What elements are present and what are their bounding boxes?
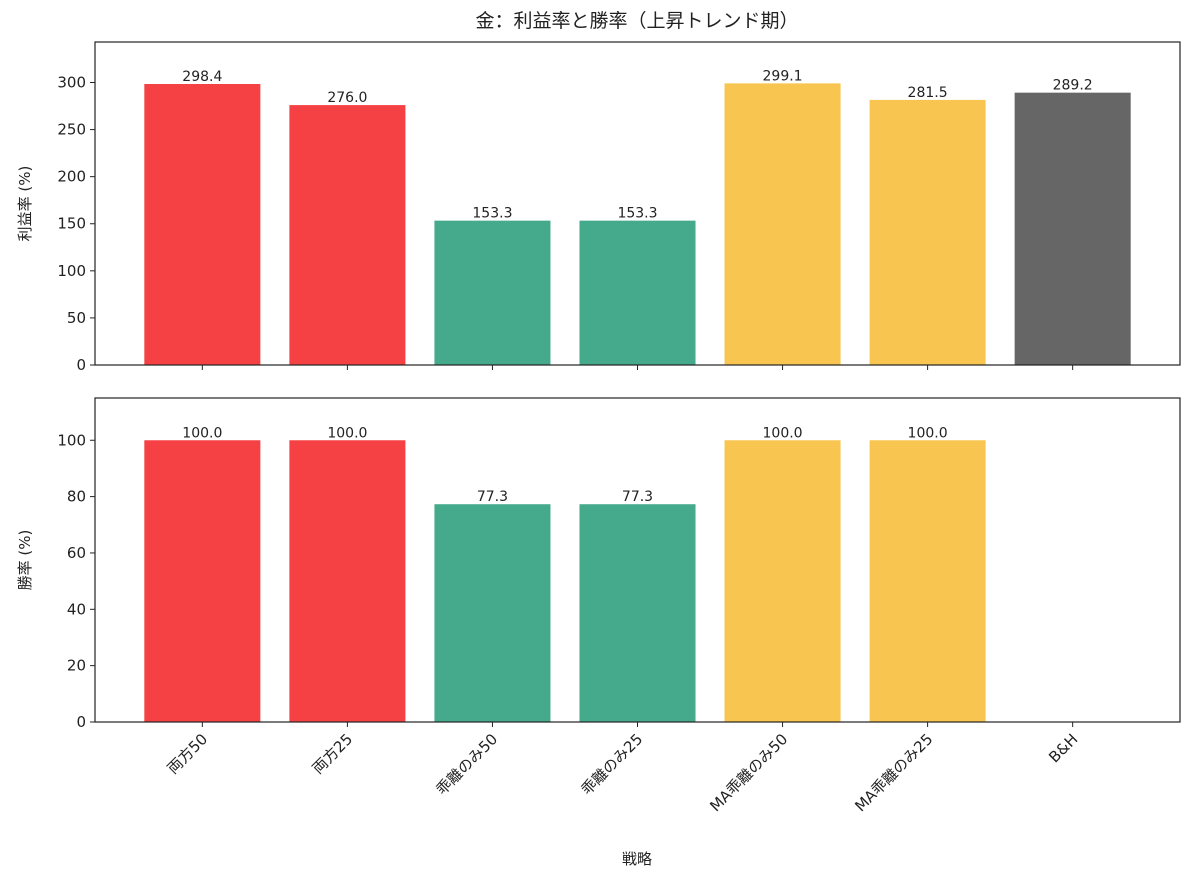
data-label-profit-5: 281.5 <box>908 85 948 101</box>
bar-winrate-1 <box>289 440 406 722</box>
y-tick-label-winrate: 0 <box>76 713 86 731</box>
data-label-profit-6: 289.2 <box>1053 78 1093 94</box>
y-tick-label-profit: 150 <box>57 215 86 233</box>
bar-profit-5 <box>869 99 986 365</box>
data-label-winrate-0: 100.0 <box>182 425 222 441</box>
x-axis-label: 戦略 <box>622 850 652 868</box>
x-tick-label-5: MA乖離のみ25 <box>851 730 936 815</box>
x-tick-label-6: B&H <box>1045 730 1081 766</box>
bar-profit-4 <box>724 83 841 365</box>
y-tick-label-winrate: 100 <box>57 431 86 449</box>
y-tick-label-winrate: 60 <box>67 544 86 562</box>
data-label-winrate-3: 77.3 <box>622 489 653 505</box>
data-label-profit-4: 299.1 <box>763 68 803 84</box>
data-label-profit-1: 276.0 <box>327 90 367 106</box>
data-label-winrate-4: 100.0 <box>763 425 803 441</box>
x-tick-label-3: 乖離のみ25 <box>578 730 647 799</box>
bar-winrate-5 <box>869 440 986 722</box>
x-tick-label-0: 両方50 <box>164 730 211 777</box>
bar-winrate-4 <box>724 440 841 722</box>
data-label-winrate-5: 100.0 <box>908 425 948 441</box>
y-tick-label-profit: 300 <box>57 73 86 91</box>
bar-profit-2 <box>434 220 551 365</box>
data-label-profit-3: 153.3 <box>617 206 657 222</box>
x-tick-label-1: 両方25 <box>309 730 356 777</box>
chart-title: 金：利益率と勝率（上昇トレンド期） <box>475 10 798 32</box>
bar-winrate-3 <box>579 504 696 722</box>
bar-profit-3 <box>579 220 696 365</box>
y-axis-label-profit: 利益率 (%) <box>16 166 34 242</box>
y-tick-label-profit: 200 <box>57 168 86 186</box>
y-tick-label-profit: 100 <box>57 262 86 280</box>
data-label-winrate-1: 100.0 <box>327 425 367 441</box>
y-tick-label-profit: 0 <box>76 356 86 374</box>
y-axis-label-winrate: 勝率 (%) <box>16 530 34 591</box>
x-tick-label-4: MA乖離のみ50 <box>706 730 791 815</box>
data-label-profit-2: 153.3 <box>472 206 512 222</box>
bar-winrate-0 <box>144 440 261 722</box>
y-tick-label-profit: 50 <box>67 309 86 327</box>
y-tick-label-winrate: 40 <box>67 600 86 618</box>
bar-profit-1 <box>289 105 406 365</box>
bar-profit-0 <box>144 83 261 365</box>
data-label-profit-0: 298.4 <box>182 69 222 85</box>
bar-winrate-2 <box>434 504 551 722</box>
bar-profit-6 <box>1014 92 1131 366</box>
y-tick-label-winrate: 80 <box>67 488 86 506</box>
y-tick-label-winrate: 20 <box>67 657 86 675</box>
y-tick-label-profit: 250 <box>57 121 86 139</box>
x-tick-label-2: 乖離のみ50 <box>433 730 502 799</box>
data-label-winrate-2: 77.3 <box>477 489 508 505</box>
